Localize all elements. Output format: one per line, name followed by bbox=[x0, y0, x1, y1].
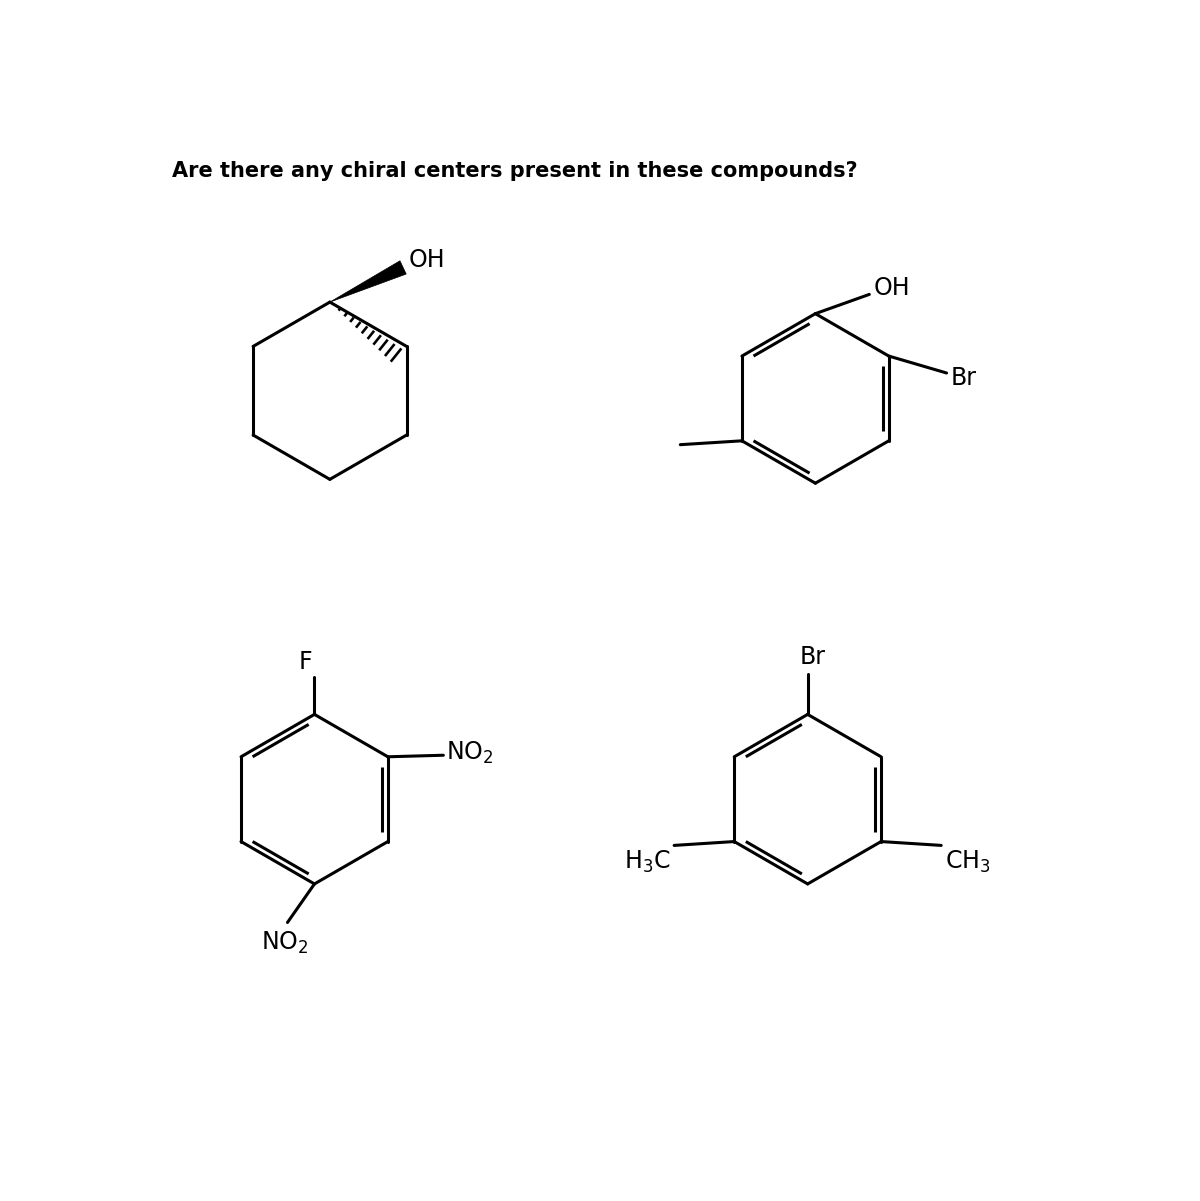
Polygon shape bbox=[330, 261, 407, 303]
Text: F: F bbox=[299, 650, 312, 674]
Text: OH: OH bbox=[874, 276, 910, 300]
Text: Br: Br bbox=[950, 366, 977, 390]
Text: OH: OH bbox=[408, 247, 445, 271]
Text: CH$_3$: CH$_3$ bbox=[946, 849, 991, 876]
Text: NO$_2$: NO$_2$ bbox=[260, 931, 308, 956]
Text: H$_3$C: H$_3$C bbox=[624, 849, 671, 876]
Text: Br: Br bbox=[800, 645, 826, 669]
Text: NO$_2$: NO$_2$ bbox=[446, 740, 494, 766]
Text: Are there any chiral centers present in these compounds?: Are there any chiral centers present in … bbox=[172, 161, 858, 181]
